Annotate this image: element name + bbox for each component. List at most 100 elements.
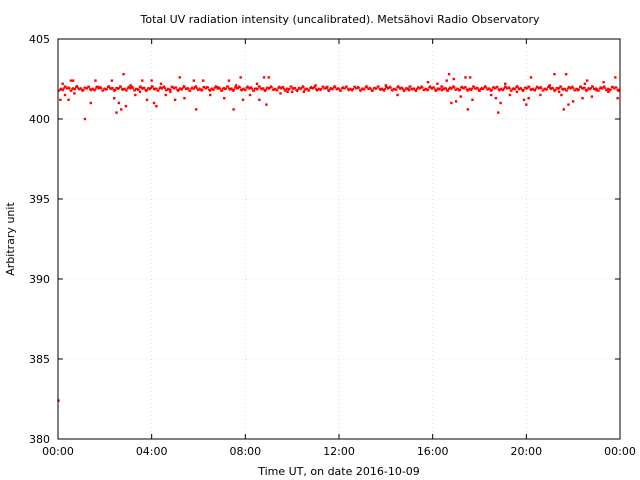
baseline-point (171, 85, 174, 88)
data-point (234, 84, 238, 87)
data-point (255, 82, 259, 85)
baseline-point (94, 87, 97, 90)
x-tick-label: 00:00 (604, 445, 636, 458)
y-tick-label: 385 (29, 353, 50, 366)
baseline-point (332, 86, 335, 89)
baseline-point (64, 85, 67, 88)
data-point (258, 98, 261, 101)
x-axis-ticks: 00:00 04:00 08:00 12:00 16:00 20:00 00:00 (42, 39, 636, 458)
baseline-point (187, 87, 190, 90)
baseline-point (357, 86, 360, 89)
data-point (471, 98, 474, 101)
baseline-point (199, 88, 202, 91)
baseline-point (149, 88, 152, 91)
baseline-point (388, 85, 391, 88)
baseline-point (341, 86, 344, 89)
data-point (539, 93, 542, 97)
baseline-point (530, 89, 533, 92)
baseline-point (288, 87, 291, 90)
baseline-point (354, 85, 357, 88)
baseline-point (519, 87, 522, 90)
baseline-point (569, 87, 572, 90)
chart-title: Total UV radiation intensity (uncalibrat… (140, 13, 540, 26)
data-point (490, 93, 493, 97)
baseline-point (111, 86, 114, 89)
baseline-point (597, 89, 600, 92)
baseline-point (334, 86, 337, 89)
baseline-point (268, 86, 271, 89)
y-axis-ticks: 380 385 390 395 400 405 (29, 33, 620, 446)
baseline-point (161, 87, 164, 90)
baseline-point (460, 85, 463, 88)
data-point (314, 84, 317, 87)
baseline-point (433, 88, 436, 91)
data-point (265, 103, 268, 106)
data-point (173, 98, 177, 101)
baseline-point (259, 87, 262, 90)
data-point (110, 79, 114, 82)
baseline-point (203, 85, 206, 88)
baseline-point (395, 88, 398, 91)
baseline-point (224, 87, 227, 90)
baseline-point (617, 89, 620, 92)
baseline-point (221, 89, 224, 92)
baseline-point (351, 89, 354, 92)
data-point (159, 82, 163, 85)
baseline-point (238, 86, 241, 89)
baseline-point (158, 87, 161, 90)
baseline-point (544, 87, 547, 90)
baseline-point (119, 85, 122, 88)
x-tick-label: 12:00 (323, 445, 355, 458)
baseline-point (585, 90, 588, 93)
baseline-point (189, 89, 192, 92)
baseline-point (134, 89, 137, 92)
baseline-point (613, 87, 616, 90)
baseline-point (500, 87, 503, 90)
baseline-point (208, 89, 211, 92)
baseline-point (415, 89, 418, 92)
data-point (115, 111, 118, 114)
baseline-point (450, 87, 453, 90)
baseline-point (79, 87, 82, 90)
baseline-point (397, 85, 400, 88)
baseline-point (294, 87, 297, 90)
data-point (560, 93, 563, 97)
baseline-point (616, 88, 619, 91)
baseline-point (482, 87, 485, 90)
baseline-point (62, 87, 65, 90)
baseline-point (135, 87, 138, 90)
baseline-point (592, 85, 595, 88)
data-point (150, 79, 153, 82)
baseline-point (558, 87, 561, 90)
baseline-point (328, 88, 331, 91)
baseline-point (331, 88, 334, 91)
data-point (290, 90, 294, 93)
baseline-point (465, 88, 468, 91)
baseline-point (366, 86, 369, 89)
baseline-point (194, 85, 197, 88)
baseline-point (340, 89, 343, 92)
baseline-point (308, 89, 311, 92)
baseline-point (237, 87, 240, 90)
baseline-point (299, 88, 302, 91)
data-point (384, 84, 388, 87)
baseline-point (497, 88, 500, 91)
data-point (59, 98, 62, 101)
data-point (614, 76, 617, 79)
baseline-point (502, 89, 505, 92)
baseline-point (455, 88, 458, 91)
data-point (138, 90, 142, 93)
baseline-point (207, 86, 210, 89)
baseline-point (423, 89, 426, 92)
baseline-point (356, 87, 359, 90)
baseline-point (233, 88, 236, 91)
baseline-point (284, 89, 287, 92)
baseline-point (384, 88, 387, 91)
baseline-point (231, 88, 234, 91)
baseline-point (576, 87, 579, 90)
grid-lines (58, 39, 620, 439)
baseline-point (398, 86, 401, 89)
baseline-point (218, 86, 221, 89)
baseline-point (258, 85, 261, 88)
baseline-point (407, 87, 410, 90)
